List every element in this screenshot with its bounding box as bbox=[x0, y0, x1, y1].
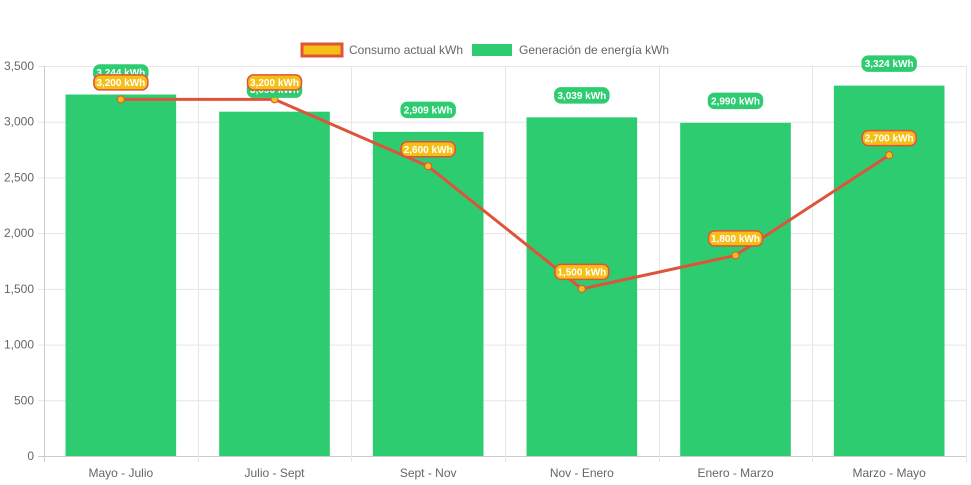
line-data-label-bg bbox=[554, 263, 610, 281]
bar-data-label: 2,990 kWh bbox=[707, 92, 764, 110]
y-tick-label: 0 bbox=[27, 449, 34, 463]
line-data-label-text: 3,200 kWh bbox=[250, 78, 299, 89]
consumption-point[interactable] bbox=[424, 162, 433, 171]
bar-data-label-text: 3,324 kWh bbox=[865, 59, 914, 70]
bar-data-label: 2,909 kWh bbox=[400, 101, 456, 119]
line-data-label-bg bbox=[707, 230, 764, 247]
legend-label-generation[interactable]: Generación de energía kWh bbox=[519, 43, 669, 57]
legend: Consumo actual kWh Generación de energía… bbox=[300, 42, 669, 58]
y-tick-label: 1,000 bbox=[4, 338, 34, 352]
line-data-label: 1,500 kWh bbox=[554, 263, 610, 281]
generation-bar[interactable] bbox=[219, 111, 330, 456]
bar-data-label-text: 2,909 kWh bbox=[404, 105, 453, 116]
y-axis: 0 500 1,000 1,500 2,000 2,500 3,000 3,500 bbox=[4, 59, 34, 463]
bar-data-label-text: 3,244 kWh bbox=[96, 68, 145, 79]
grid-lines bbox=[38, 66, 967, 462]
x-tick-label: Enero - Marzo bbox=[697, 466, 773, 480]
line-data-label-text: 2,600 kWh bbox=[404, 145, 453, 156]
y-tick-label: 2,500 bbox=[4, 170, 34, 184]
generation-bar[interactable] bbox=[833, 85, 945, 457]
consumption-point[interactable] bbox=[885, 151, 894, 160]
x-tick-label: Nov - Enero bbox=[550, 466, 614, 480]
bar-data-label: 3,324 kWh bbox=[861, 55, 917, 72]
legend-swatch-generation[interactable] bbox=[472, 44, 512, 56]
y-tick-label: 2,000 bbox=[4, 226, 34, 240]
y-tick-label: 3,500 bbox=[4, 59, 34, 73]
x-axis: Mayo - Julio Julio - Sept Sept - Nov Nov - … bbox=[88, 466, 926, 480]
y-tick-label: 3,000 bbox=[4, 115, 34, 129]
bar-data-label-text: 2,990 kWh bbox=[711, 96, 760, 107]
line-data-label-text: 1,500 kWh bbox=[557, 267, 606, 278]
y-tick-label: 500 bbox=[14, 393, 34, 407]
line-data-label-text: 1,800 kWh bbox=[711, 234, 760, 245]
bar-data-label-text: 3,039 kWh bbox=[557, 91, 606, 102]
x-tick-label: Julio - Sept bbox=[244, 466, 305, 480]
line-data-label-bg bbox=[246, 74, 303, 91]
generation-bar[interactable] bbox=[372, 131, 484, 456]
bar-data-label-bg bbox=[400, 101, 456, 119]
bar-data-label-bg bbox=[707, 92, 764, 110]
line-data-label-bg bbox=[93, 74, 149, 91]
bar-data-label: 3,039 kWh bbox=[554, 87, 610, 104]
line-data-label-bg bbox=[400, 141, 456, 158]
legend-swatch-consumption[interactable] bbox=[300, 42, 344, 58]
consumption-point[interactable] bbox=[577, 284, 586, 293]
line-data-label: 2,700 kWh bbox=[861, 129, 917, 147]
line-data-label-bg bbox=[861, 129, 917, 147]
line-data-label: 3,200 kWh bbox=[93, 74, 149, 91]
line-data-label: 2,600 kWh bbox=[400, 141, 456, 158]
line-data-label: 1,800 kWh bbox=[707, 230, 764, 247]
bar-data-label-text: 3,090 kWh bbox=[250, 85, 299, 96]
generation-bar[interactable] bbox=[680, 122, 791, 456]
bar-data-label-bg bbox=[554, 87, 610, 104]
x-tick-label: Sept - Nov bbox=[400, 466, 457, 480]
x-tick-label: Mayo - Julio bbox=[88, 466, 153, 480]
y-tick-label: 1,500 bbox=[4, 282, 34, 296]
line-data-label-text: 3,200 kWh bbox=[96, 78, 145, 89]
line-data-label: 3,200 kWh bbox=[246, 74, 303, 91]
data-labels: 3,244 kWh 3,090 kWh 2,909 kWh 3,039 kWh 2,99… bbox=[93, 55, 917, 281]
generation-bar[interactable] bbox=[65, 94, 177, 457]
legend-label-consumption[interactable]: Consumo actual kWh bbox=[349, 43, 463, 57]
x-tick-label: Marzo - Mayo bbox=[852, 466, 926, 480]
consumption-point[interactable] bbox=[116, 95, 125, 104]
consumption-point[interactable] bbox=[731, 251, 740, 260]
line-data-label-text: 2,700 kWh bbox=[865, 134, 914, 145]
bar-data-label-bg bbox=[861, 55, 917, 72]
generation-bars bbox=[65, 85, 945, 457]
